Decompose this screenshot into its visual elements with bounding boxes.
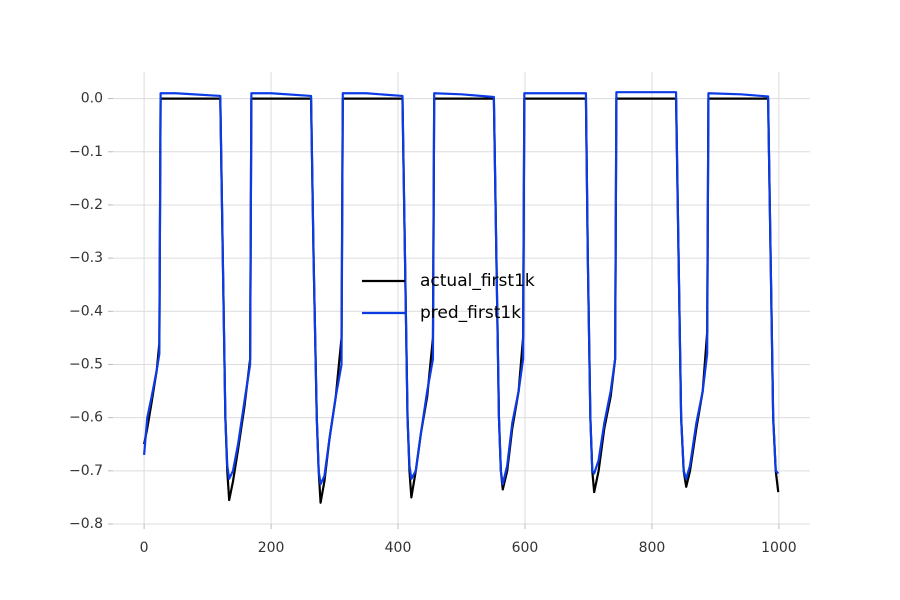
y-tick-label: −0.5	[69, 356, 103, 372]
x-tick-label: 1000	[761, 540, 797, 556]
x-tick-label: 800	[639, 540, 666, 556]
data-line	[143, 91, 780, 486]
x-tick-label: 0	[140, 540, 149, 556]
y-tick-label: −0.8	[69, 516, 103, 532]
x-tick-label: 400	[385, 540, 412, 556]
legend-label: actual_first1k	[420, 271, 535, 291]
y-tick-label: −0.4	[69, 303, 103, 319]
legend-label: pred_first1k	[420, 303, 521, 323]
y-tick-label: −0.7	[69, 463, 103, 479]
y-tick-label: −0.6	[69, 410, 103, 426]
y-tick-label: −0.1	[69, 144, 103, 160]
y-tick-label: 0.0	[81, 91, 103, 107]
y-tick-label: −0.3	[69, 250, 103, 266]
x-tick-label: 200	[258, 540, 285, 556]
y-tick-label: −0.2	[69, 197, 103, 213]
x-tick-label: 600	[512, 540, 539, 556]
